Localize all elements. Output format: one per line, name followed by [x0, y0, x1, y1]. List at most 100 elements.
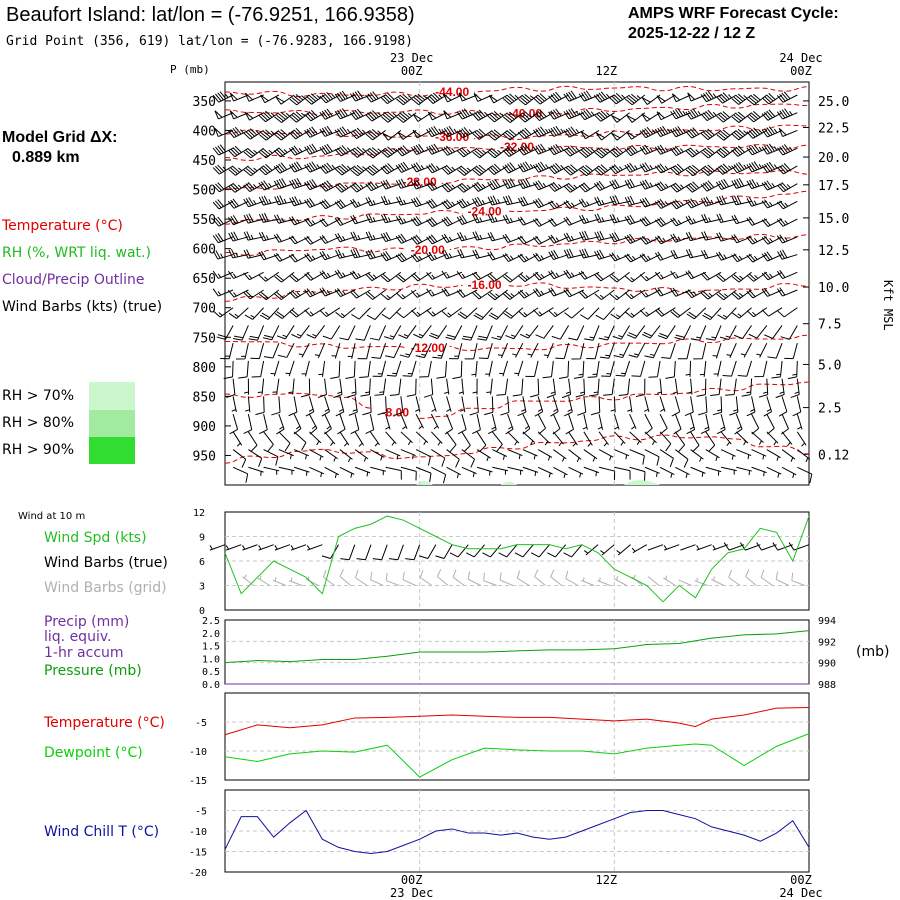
- wind-barb: [548, 287, 569, 297]
- wind-barb: [487, 179, 508, 191]
- wind-barb: [522, 466, 539, 477]
- wind-barb: [359, 360, 371, 379]
- true-barb: [274, 544, 291, 551]
- wind-barb: [349, 108, 371, 120]
- wind-barb: [624, 214, 645, 225]
- wind-barb: [517, 196, 539, 207]
- wind-barb: [472, 378, 478, 395]
- isotherm-label: -44.00: [435, 85, 469, 99]
- wind-barb: [532, 288, 554, 298]
- wind-barb: [731, 162, 752, 174]
- rh70-label: RH > 70%: [2, 388, 74, 404]
- wind-barb: [548, 144, 569, 156]
- wind-barb: [426, 307, 447, 317]
- grid-barb: [580, 577, 595, 586]
- wind-barb: [639, 126, 661, 139]
- wind-barb: [719, 325, 737, 341]
- isotherm-label: -12.00: [411, 341, 445, 355]
- wind-barb: [609, 195, 630, 206]
- wind-barb: [766, 413, 775, 435]
- wind-barb: [672, 378, 679, 395]
- wind-barb: [746, 289, 768, 299]
- wind-barb: [644, 449, 660, 466]
- wind-barb: [656, 94, 676, 104]
- dewpoint-line: [224, 733, 810, 778]
- wind-barb: [734, 413, 743, 435]
- wind-barb: [430, 431, 443, 446]
- wind-barb: [431, 449, 446, 467]
- wind-barb: [670, 145, 691, 156]
- true-barb: [306, 544, 323, 551]
- wind-barb: [349, 90, 371, 102]
- wind-speed-line: [224, 515, 810, 603]
- wind-barb: [594, 289, 615, 300]
- wind-barb: [687, 378, 693, 395]
- wind-barb: [472, 128, 493, 140]
- isotherm-label: -16.00: [468, 278, 502, 292]
- wind-barb: [220, 343, 234, 360]
- wind-barb: [350, 413, 360, 435]
- wind-barb: [701, 147, 722, 159]
- precip-label: Precip (mm): [44, 614, 129, 630]
- wind-barb: [590, 396, 601, 416]
- wind-tick-label: 3: [199, 582, 205, 593]
- wind-barb: [426, 251, 447, 262]
- wind-barb: [410, 253, 432, 263]
- wind-barb: [597, 413, 604, 430]
- true-barb: [419, 544, 437, 560]
- wind-barb: [776, 182, 798, 193]
- wind-barb: [517, 161, 539, 173]
- wind-barb: [594, 196, 615, 207]
- wind-barb: [289, 289, 310, 299]
- wind-barb: [502, 145, 524, 158]
- wind-barb: [250, 343, 265, 360]
- grid-barb: [385, 572, 400, 586]
- wind-barb: [639, 179, 661, 190]
- wind-barb: [308, 413, 318, 435]
- wind-barb: [430, 413, 440, 430]
- wind-barb: [603, 378, 615, 396]
- wind-barb: [400, 466, 417, 481]
- wind-barb: [385, 449, 401, 460]
- isotherm-label: -20.00: [411, 243, 445, 257]
- isotherm-label-bg: [373, 406, 418, 419]
- wind-barb: [212, 144, 234, 156]
- grid-barb: [711, 576, 725, 586]
- pressure-tick-label: 850: [193, 390, 216, 405]
- wind-barb: [304, 288, 325, 298]
- wind-barb: [609, 232, 630, 243]
- pressure-tick-label: 400: [193, 124, 216, 139]
- wind-barb: [258, 195, 279, 206]
- wind-barb: [262, 325, 280, 341]
- wind-barb: [578, 289, 600, 299]
- wind-barb: [532, 198, 554, 209]
- wind-barb: [594, 271, 615, 282]
- windchill-tick-label: -10: [189, 827, 207, 838]
- wind-barb: [487, 289, 508, 301]
- pressure-tick-label: 600: [193, 243, 216, 258]
- wind-barb: [629, 413, 637, 430]
- bottom-date-label: 23 Dec: [390, 886, 433, 900]
- wind-barb: [517, 307, 539, 318]
- wind-barb: [458, 378, 464, 395]
- isotherm-label: -32.00: [500, 140, 534, 154]
- wind-barb: [419, 360, 432, 378]
- wind-barb: [671, 93, 691, 103]
- wind-barb: [716, 163, 737, 175]
- wind-barb: [228, 165, 249, 176]
- wind-barb: [355, 325, 371, 341]
- wind-barb: [533, 307, 554, 317]
- wind-barb: [443, 93, 463, 103]
- wind-barb: [618, 378, 631, 397]
- wind-barb: [248, 325, 265, 341]
- wind-barb: [700, 109, 722, 122]
- wind-barb: [258, 129, 280, 141]
- wind-barb: [548, 181, 569, 192]
- wind-barb: [761, 109, 783, 121]
- wind-barb: [639, 144, 661, 155]
- wind-barb: [334, 126, 356, 138]
- wind-barb: [746, 161, 768, 173]
- pressure-tick-label: 500: [193, 184, 216, 199]
- precip-sub1: liq. equiv.: [44, 629, 111, 645]
- wind-barb: [639, 216, 661, 227]
